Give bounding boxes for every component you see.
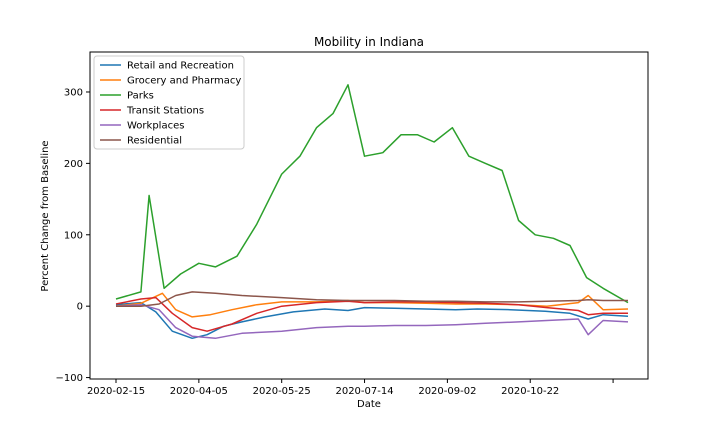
legend-label-transit: Transit Stations <box>126 106 204 117</box>
chart-title: Mobility in Indiana <box>314 35 424 49</box>
y-tick-label: 300 <box>64 87 83 98</box>
y-tick-label: 0 <box>77 302 83 313</box>
y-axis: −100 0 100 200 300 <box>56 87 90 384</box>
x-tick-label: 2020-07-14 <box>335 386 393 397</box>
x-tick-label: 2020-05-25 <box>253 386 311 397</box>
y-tick-label: 100 <box>64 230 83 241</box>
legend: Retail and Recreation Grocery and Pharmac… <box>93 55 245 150</box>
series-line-parks <box>115 84 629 304</box>
y-tick-label: −100 <box>56 373 83 384</box>
series-line-residential <box>116 291 628 307</box>
series-line-workplaces <box>115 303 629 340</box>
x-tick-label: 2020-10-22 <box>501 386 559 397</box>
x-tick-label: 2020-09-02 <box>418 386 476 397</box>
x-axis-title: Date <box>357 399 381 410</box>
y-tick-label: 200 <box>64 159 83 170</box>
series-layer <box>115 84 629 340</box>
x-tick-label: 2020-04-05 <box>170 386 228 397</box>
legend-label-residential: Residential <box>127 136 182 147</box>
legend-label-parks: Parks <box>127 91 154 102</box>
series-line-grocery <box>115 292 629 318</box>
legend-label-grocery: Grocery and Pharmacy <box>127 76 241 87</box>
legend-label-workplaces: Workplaces <box>127 121 184 132</box>
legend-label-retail: Retail and Recreation <box>127 61 234 72</box>
x-tick-label: 2020-02-15 <box>87 386 145 397</box>
x-axis: 2020-02-15 2020-04-05 2020-05-25 2020-07-14… <box>87 379 614 397</box>
series-line-retail <box>115 301 629 340</box>
legend-frame <box>93 55 245 150</box>
y-axis-title: Percent Change from Baseline <box>40 140 51 291</box>
series-line-transit <box>115 296 628 332</box>
plot-frame <box>89 51 649 380</box>
plot-area <box>89 51 649 380</box>
